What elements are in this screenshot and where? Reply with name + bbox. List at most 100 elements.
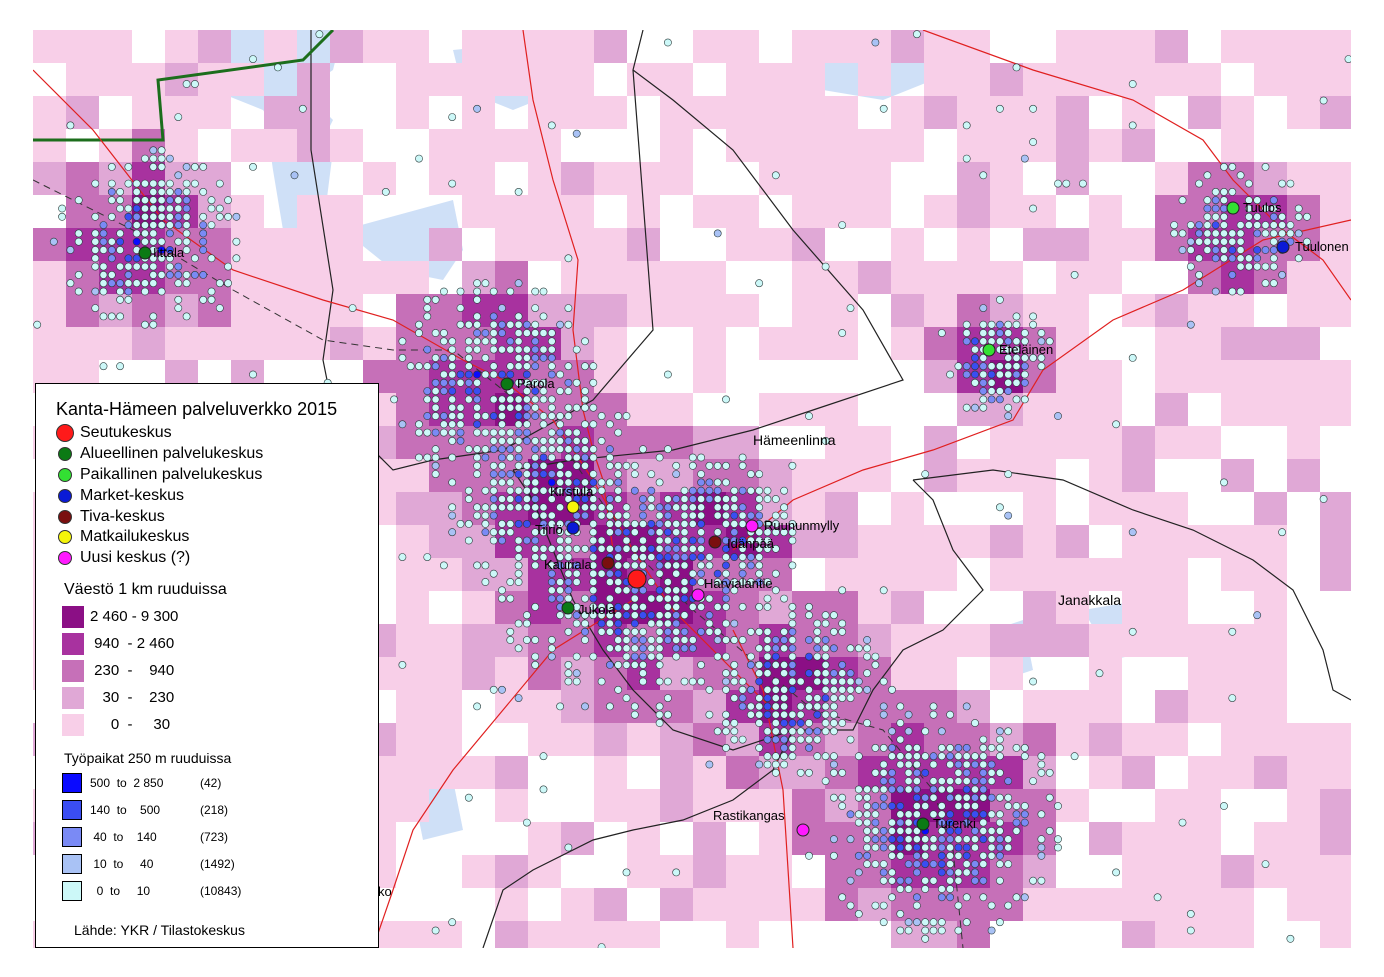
center-marker-rastikangas[interactable]: [796, 823, 810, 837]
jobs-cell: [979, 403, 988, 412]
jobs-cell: [589, 569, 598, 578]
population-cell: [66, 30, 99, 63]
center-marker-parola[interactable]: [500, 377, 514, 391]
map-canvas[interactable]: Hämeenlinna Janakkala IittalaParolaKirst…: [33, 30, 1351, 948]
jobs-cell: [149, 146, 158, 155]
jobs-cell: [174, 204, 183, 213]
population-cell: [33, 261, 66, 294]
jobs-cell: [854, 810, 863, 819]
center-marker-idänpää[interactable]: [708, 535, 722, 549]
population-cell: [1122, 525, 1155, 558]
jobs-cell: [448, 370, 457, 379]
population-cell: [792, 228, 825, 261]
jobs-cell: [522, 536, 531, 545]
jobs-cell: [771, 495, 780, 503]
center-marker-kirstula[interactable]: [566, 500, 580, 514]
jobs-cell: [971, 860, 979, 868]
jobs-cell: [498, 528, 506, 537]
jobs-cell: [805, 652, 813, 661]
jobs-cell: [1045, 768, 1054, 777]
jobs-cell: [672, 603, 681, 611]
population-cell: [1221, 459, 1254, 492]
jobs-cell: [124, 287, 133, 296]
jobs-cell: [904, 860, 913, 868]
jobs-cell: [431, 453, 440, 462]
jobs-cell: [788, 611, 797, 620]
jobs-cell: [498, 304, 506, 312]
jobs-cell: [589, 594, 598, 603]
population-cell: [792, 195, 825, 228]
population-cell: [1155, 492, 1188, 525]
jobs-cell: [539, 553, 548, 561]
population-cell: [627, 294, 660, 327]
jobs-cell: [464, 337, 473, 346]
jobs-cell: [390, 395, 398, 404]
jobs-cell: [672, 868, 681, 877]
center-marker-tiiriö[interactable]: [566, 521, 580, 535]
population-cell: [858, 261, 891, 294]
labels-layer: Hämeenlinna Janakkala IittalaParolaKirst…: [153, 200, 1349, 899]
jobs-cell: [99, 262, 108, 271]
center-marker-tuulonen[interactable]: [1276, 240, 1290, 254]
jobs-cell: [655, 453, 664, 462]
jobs-cell: [747, 511, 755, 520]
jobs-cell: [431, 387, 440, 395]
population-cell: [858, 624, 891, 657]
jobs-cell: [688, 603, 697, 611]
jobs-cell: [489, 478, 498, 487]
center-marker-harvialantie[interactable]: [691, 588, 705, 602]
population-cell: [33, 327, 66, 360]
jobs-cell: [979, 851, 988, 860]
jobs-cell: [1195, 254, 1203, 263]
population-cell: [1122, 756, 1155, 789]
jobs-cell: [1012, 378, 1021, 387]
center-marker-jukola[interactable]: [561, 601, 575, 615]
population-cell: [792, 30, 825, 63]
jobs-cell: [606, 445, 614, 454]
population-cell: [1056, 723, 1089, 756]
center-marker-turenki[interactable]: [916, 817, 930, 831]
jobs-cell: [207, 196, 216, 205]
jobs-cell: [522, 362, 531, 371]
jobs-cell: [937, 835, 946, 844]
center-marker-iittala[interactable]: [138, 246, 152, 260]
center-marker-tuulos[interactable]: [1226, 201, 1240, 215]
jobs-cell: [431, 295, 440, 304]
seutukeskus-marker[interactable]: [627, 569, 647, 589]
jobs-cell: [821, 652, 830, 661]
jobs-cell: [74, 270, 83, 279]
population-cell: [396, 756, 429, 789]
jobs-cell: [506, 345, 515, 354]
jobs-cell: [564, 428, 573, 437]
jobs-cell: [664, 694, 672, 702]
jobs-cell: [74, 196, 83, 205]
jobs-cell: [722, 495, 730, 503]
jobs-cell: [796, 677, 805, 686]
population-cell: [1089, 558, 1122, 591]
jobs-cell: [655, 528, 664, 537]
jobs-cell: [838, 221, 847, 229]
jobs-cell: [688, 578, 697, 586]
population-cell: [1287, 723, 1320, 756]
jobs-cell: [863, 843, 871, 852]
jobs-cell: [863, 810, 871, 819]
jobs-cell: [639, 611, 647, 620]
jobs-cell: [962, 818, 971, 827]
jobs-cell: [1261, 229, 1270, 238]
jobs-cell: [987, 926, 996, 935]
center-marker-kauriala[interactable]: [601, 556, 615, 570]
jobs-cell: [199, 187, 208, 196]
jobs-cell: [1012, 802, 1021, 810]
jobs-cell: [771, 652, 780, 661]
jobs-cell: [664, 636, 672, 644]
center-marker-ruununmylly[interactable]: [745, 519, 759, 533]
municipal-boundary: [512, 469, 794, 751]
jobs-cell: [896, 818, 905, 827]
map-area[interactable]: Hämeenlinna Janakkala Iittala Parola Kirst…: [33, 30, 1351, 948]
jobs-cell: [879, 104, 888, 113]
jobs-cell: [556, 702, 564, 711]
jobs-cell: [705, 760, 714, 769]
jobs-cell: [639, 603, 647, 611]
center-marker-eteläinen[interactable]: [982, 343, 996, 357]
jobs-cell: [713, 461, 722, 470]
